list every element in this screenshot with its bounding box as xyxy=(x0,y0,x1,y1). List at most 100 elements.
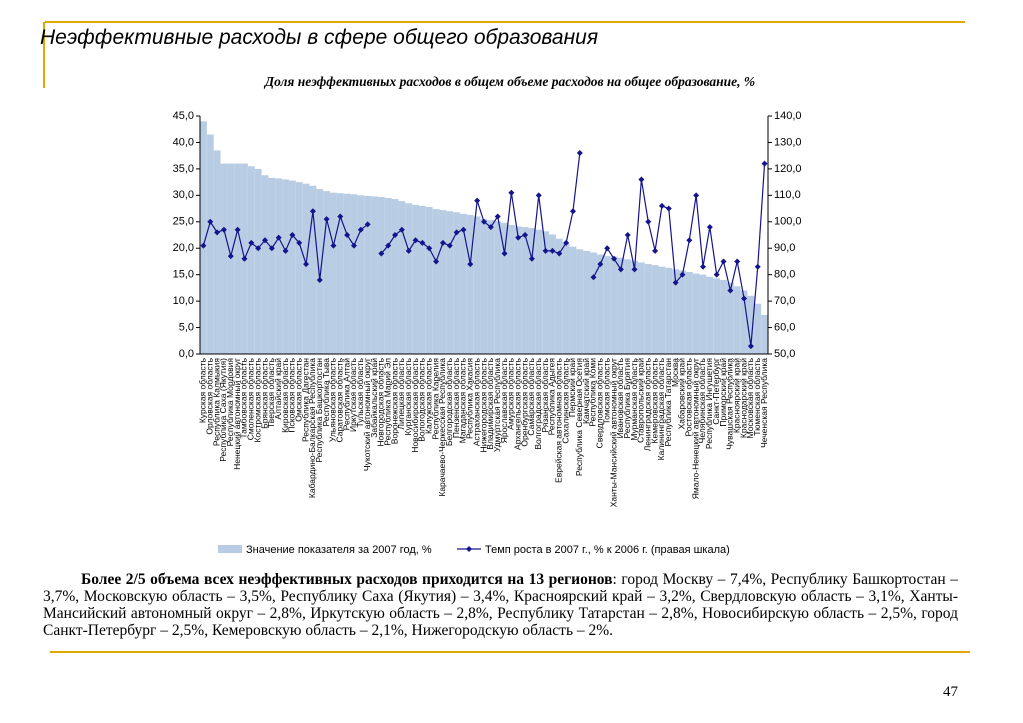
bar xyxy=(234,163,242,354)
bar xyxy=(268,177,276,354)
x-tick-label: Томская область xyxy=(601,357,611,424)
bar xyxy=(316,188,324,354)
y2-tick-label: 50,0 xyxy=(774,348,795,360)
y-tick-label: 35,0 xyxy=(173,163,194,175)
bar xyxy=(733,286,741,354)
x-tick-label: Ленинградская область xyxy=(642,357,652,451)
bar xyxy=(706,276,714,354)
x-tick-label: Республика Марий Эл xyxy=(382,358,392,446)
x-tick-label: Хабаровский край xyxy=(677,358,687,430)
marker xyxy=(508,189,515,196)
x-tick-label: Московская область xyxy=(745,357,755,438)
x-tick-label: Псковская область xyxy=(287,357,297,432)
x-tick-label: Карачаево-Черкесская Республика xyxy=(437,358,447,497)
x-tick-label: Орловская область xyxy=(205,357,215,434)
marker xyxy=(316,276,323,283)
bar xyxy=(658,266,666,354)
marker xyxy=(611,255,618,262)
x-tick-label: Белгородская область xyxy=(444,357,454,446)
marker xyxy=(303,261,310,268)
marker xyxy=(528,255,535,262)
marker xyxy=(631,266,638,273)
x-tick-label: Оренбургская область xyxy=(519,357,529,446)
marker xyxy=(309,208,316,215)
bar xyxy=(528,228,536,354)
x-tick-label: Кемеровская область xyxy=(649,357,659,443)
marker xyxy=(405,247,412,254)
marker xyxy=(652,247,659,254)
marker xyxy=(433,258,440,265)
y-tick-label: 10,0 xyxy=(173,295,194,307)
marker xyxy=(727,287,734,294)
bar xyxy=(549,234,556,354)
bar xyxy=(439,210,447,354)
x-tick-label: Республика Ингушетия xyxy=(704,358,714,449)
bar xyxy=(343,193,351,354)
bar xyxy=(651,265,659,354)
marker xyxy=(590,274,597,281)
marker xyxy=(617,266,624,273)
x-tick-label: Чеченская Республика xyxy=(759,358,769,448)
marker xyxy=(412,237,419,244)
bar xyxy=(295,182,303,354)
marker xyxy=(686,237,693,244)
marker xyxy=(248,239,255,246)
y2-tick-label: 110,0 xyxy=(774,189,801,201)
marker xyxy=(569,208,576,215)
bar xyxy=(460,213,467,354)
marker xyxy=(214,229,221,236)
marker xyxy=(754,263,761,270)
x-tick-label: Пермский край xyxy=(567,358,577,417)
marker xyxy=(255,245,262,252)
x-tick-label: Республика Тыва xyxy=(321,358,331,427)
legend-swatch xyxy=(466,546,472,552)
y-tick-label: 25,0 xyxy=(173,216,194,228)
bar xyxy=(357,195,365,354)
marker xyxy=(576,150,583,157)
y-tick-label: 20,0 xyxy=(173,242,194,254)
bar xyxy=(418,205,426,354)
x-tick-label: Тверская область xyxy=(266,357,276,428)
marker xyxy=(665,205,672,212)
bar xyxy=(275,178,283,354)
bar xyxy=(535,229,543,354)
bar xyxy=(631,260,638,354)
bar xyxy=(323,191,331,354)
bar xyxy=(665,267,673,354)
marker xyxy=(549,247,556,254)
bar xyxy=(336,193,344,354)
marker xyxy=(638,176,645,183)
marker xyxy=(706,224,713,231)
x-tick-label: Архангельская область xyxy=(512,357,522,450)
summary-text: : город Москву – 7,4%, Республику Башкор… xyxy=(43,571,958,639)
marker xyxy=(515,234,522,241)
x-tick-label: Курганская область xyxy=(403,357,413,435)
bar xyxy=(398,201,406,354)
x-tick-label: Ямало-Ненецкий автономный округ xyxy=(690,358,700,499)
marker xyxy=(227,253,234,260)
x-tick-label: Ростовская область xyxy=(684,357,694,436)
x-tick-label: Пензенская область xyxy=(451,357,461,438)
x-tick-label: Омская область xyxy=(293,357,303,421)
x-tick-label: Свердловская область xyxy=(595,357,605,448)
x-tick-label: Астраханская область xyxy=(471,357,481,446)
x-tick-label: Волгоградская область xyxy=(533,357,543,449)
marker xyxy=(481,218,487,225)
bar xyxy=(220,163,228,354)
y2-tick-label: 80,0 xyxy=(774,269,795,281)
marker xyxy=(350,242,357,249)
x-tick-label: Республика Хакасия xyxy=(465,358,475,439)
bar xyxy=(637,262,645,354)
x-tick-label: Новгородская область xyxy=(376,357,386,446)
marker xyxy=(323,216,330,223)
y2-tick-label: 130,0 xyxy=(774,136,802,148)
bar xyxy=(302,183,310,354)
x-tick-label: Республика Северная Осетия xyxy=(574,358,584,476)
marker xyxy=(289,232,296,238)
marker xyxy=(747,343,754,350)
marker xyxy=(344,232,351,238)
x-tick-label: Краснодарский край xyxy=(738,358,748,438)
y-tick-label: 15,0 xyxy=(173,269,194,281)
bar xyxy=(206,134,214,354)
